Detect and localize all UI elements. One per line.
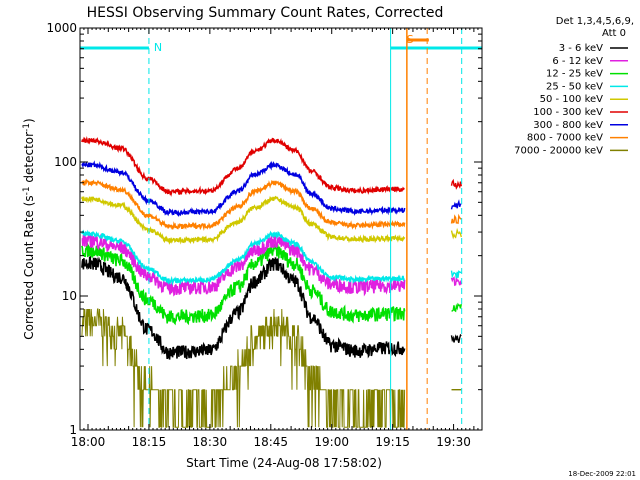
legend-entry-label: 7000 - 20000 keV [514, 145, 603, 156]
x-tick-label: 18:00 [71, 435, 106, 449]
legend-header: Det 1,3,4,5,6,9, [556, 16, 634, 27]
legend-entry-label: 800 - 7000 keV [527, 133, 603, 144]
x-tick-label: 18:15 [132, 435, 167, 449]
flag-layer: NS [79, 28, 482, 430]
series-line [81, 178, 406, 231]
legend-entry-label: 6 - 12 keV [552, 56, 603, 67]
series-line [81, 241, 406, 326]
series-line [81, 160, 406, 218]
y-axis-label: Corrected Count Rate (s-1 detector-1) [22, 118, 36, 339]
series-line-segment [450, 227, 462, 240]
series-line [81, 229, 405, 286]
north-flag-label: N [154, 41, 162, 54]
legend-entry-label: 25 - 50 keV [546, 81, 603, 92]
legend-entry-label: 300 - 800 keV [533, 120, 603, 131]
y-tick-label: 1 [69, 423, 77, 437]
series-line-segment [451, 302, 462, 313]
series-line-segment [450, 333, 462, 343]
legend-header: Att 0 [602, 28, 626, 39]
x-axis-label: Start Time (24-Aug-08 17:58:02) [186, 456, 382, 470]
series-line-segment [450, 199, 462, 210]
series-line [81, 255, 406, 360]
footer-timestamp: 18-Dec-2009 22:01 [568, 470, 636, 478]
series-line [81, 308, 406, 428]
y-tick-label: 100 [54, 155, 77, 169]
y-tick-label: 10 [62, 289, 77, 303]
series-line [81, 136, 405, 197]
series-line-segment [450, 276, 462, 287]
legend-entry-label: 50 - 100 keV [540, 94, 604, 105]
legend: Det 1,3,4,5,6,9,Att 0 3 - 6 keV 6 - 12 keV… [514, 16, 634, 156]
legend-entry-label: 3 - 6 keV [559, 43, 603, 54]
series-line [81, 232, 406, 297]
tick-layer: 18:00 18:15 18:30 18:45 19:00 19:15 19:30 1 10 10… [46, 21, 482, 449]
series-line-segment [450, 178, 462, 190]
legend-entry-label: 100 - 300 keV [533, 107, 603, 118]
chart-title: HESSI Observing Summary Count Rates, Cor… [87, 5, 444, 21]
x-tick-label: 18:45 [253, 435, 288, 449]
y-tick-label: 1000 [46, 21, 77, 35]
plot-frame [79, 27, 483, 431]
legend-entry-label: 12 - 25 keV [546, 69, 603, 80]
x-tick-label: 18:30 [193, 435, 228, 449]
x-tick-label: 19:30 [436, 435, 471, 449]
x-tick-label: 19:00 [314, 435, 349, 449]
series-line-segment [450, 270, 462, 279]
data-layer [81, 136, 462, 428]
series-line [81, 195, 406, 245]
series-line-segment [450, 213, 462, 225]
x-tick-label: 19:15 [375, 435, 410, 449]
